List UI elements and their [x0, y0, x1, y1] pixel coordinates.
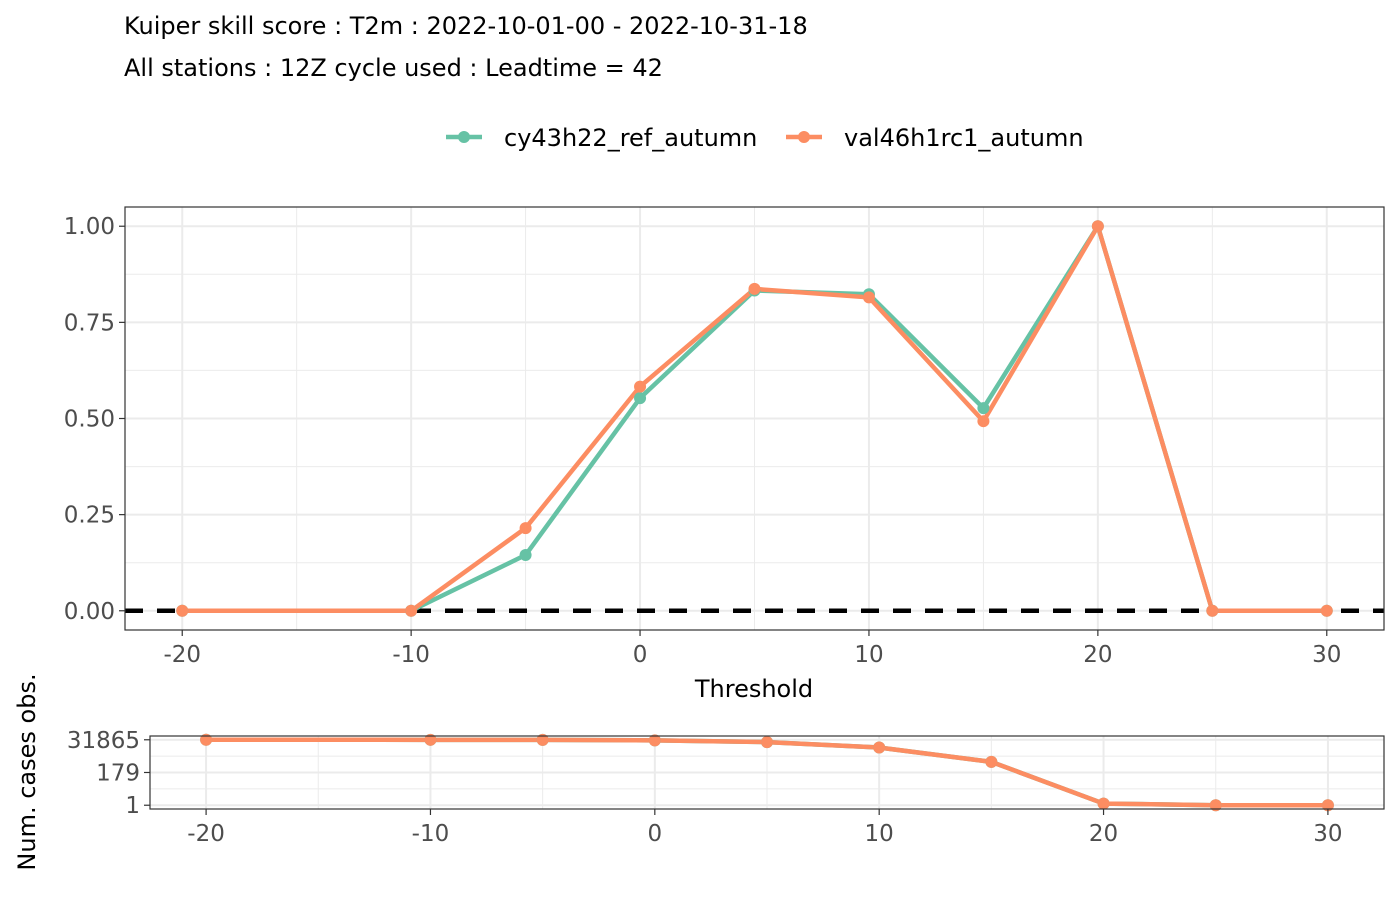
x-tick-label: 0: [633, 642, 648, 668]
data-point-series-2: [873, 741, 886, 754]
chart-subtitle: All stations : 12Z cycle used : Leadtime…: [124, 54, 663, 82]
data-point-series-2: [748, 282, 761, 295]
legend-item-series-1: cy43h22_ref_autumn: [446, 124, 757, 152]
x-tick-label: 30: [1312, 642, 1341, 668]
data-point-series-2: [1321, 799, 1334, 812]
x-tick-label: -20: [163, 642, 201, 668]
x-tick-label: 20: [1083, 642, 1112, 668]
data-point-series-2: [1209, 799, 1222, 812]
data-point-series-1: [977, 402, 990, 415]
data-point-series-2: [634, 380, 647, 393]
legend-label-series-1: cy43h22_ref_autumn: [504, 124, 757, 152]
x-tick-label: 10: [854, 642, 883, 668]
series-line-2: [182, 223, 1327, 614]
legend: cy43h22_ref_autumn val46h1rc1_autumn: [446, 124, 1084, 152]
data-point-series-1: [634, 392, 647, 405]
x-tick-label: -20: [187, 821, 225, 847]
y-tick-label: 31865: [67, 728, 140, 754]
y-tick-label: 0.75: [64, 310, 115, 336]
obs-count-plot-panel: -20 -10 0 10 20 30 31865 179 1: [67, 728, 1385, 847]
data-point-series-2: [1320, 604, 1333, 617]
x-tick-label: -10: [412, 821, 450, 847]
data-point-series-2: [648, 734, 661, 747]
x-tick-label: 20: [1089, 821, 1118, 847]
data-point-series-2: [519, 522, 532, 535]
x-tick-label: 30: [1313, 821, 1342, 847]
data-point-series-1: [519, 549, 532, 562]
data-point-series-2: [176, 604, 189, 617]
y-tick-label: 1: [125, 793, 140, 819]
y-tick-label: 0.00: [64, 599, 115, 625]
data-point-series-2: [1097, 797, 1110, 810]
legend-key-dot-series-2: [798, 131, 810, 143]
legend-label-series-2: val46h1rc1_autumn: [844, 124, 1084, 152]
series-line-2: [206, 737, 1328, 808]
data-point-series-2: [761, 736, 773, 749]
x-tick-label: -10: [392, 642, 430, 668]
obs-count-y-axis-label: Num. cases obs.: [13, 673, 41, 870]
data-point-series-2: [536, 733, 549, 746]
main-plot-panel: -20 -10 0 10 20 30 0.00 0.25 0.50 0.75 1.00: [64, 206, 1385, 668]
y-tick-label: 0.25: [64, 503, 115, 529]
data-point-series-2: [862, 291, 875, 304]
data-point-series-2: [1091, 220, 1104, 233]
data-point-series-2: [1206, 604, 1219, 617]
y-tick-label: 1.00: [64, 214, 115, 240]
legend-key-dot-series-1: [458, 131, 470, 143]
y-tick-label: 0.50: [64, 407, 115, 433]
x-tick-label: 0: [647, 821, 662, 847]
data-point-series-2: [424, 733, 437, 746]
legend-item-series-2: val46h1rc1_autumn: [786, 124, 1084, 152]
data-point-series-2: [985, 755, 998, 768]
data-point-series-2: [200, 733, 213, 746]
chart-title: Kuiper skill score : T2m : 2022-10-01-00…: [124, 12, 808, 40]
data-point-series-2: [977, 415, 990, 428]
x-tick-label: 10: [865, 821, 894, 847]
main-x-axis-label: Threshold: [694, 675, 813, 703]
data-point-series-2: [405, 604, 418, 617]
y-tick-label: 179: [96, 760, 140, 786]
